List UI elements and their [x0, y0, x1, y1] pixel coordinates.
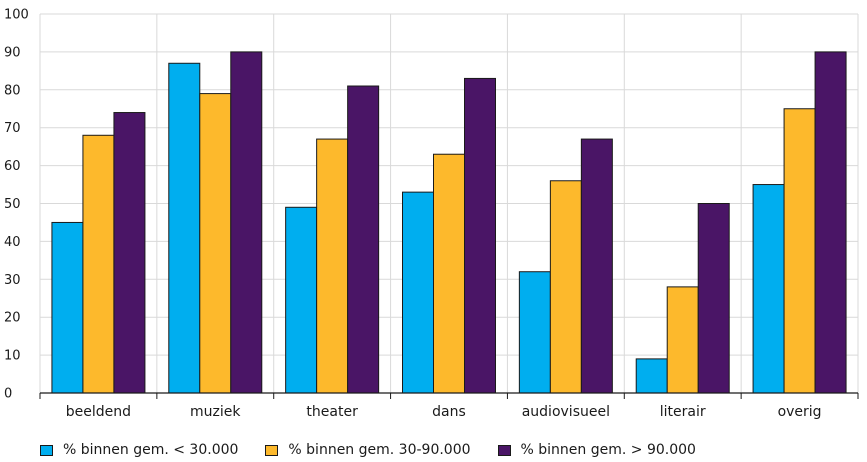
legend: % binnen gem. < 30.000 % binnen gem. 30-…: [40, 440, 723, 460]
category-labels: beeldend muziek theater dans audiovisueel lit…: [66, 404, 822, 420]
bar-literair-series-3: [697, 203, 730, 394]
y-tick-label: 100: [4, 8, 29, 23]
bar-theater-series-2: [316, 138, 349, 394]
x-category-label: overig: [778, 404, 822, 420]
bars: [51, 51, 847, 394]
legend-item-series-3: % binnen gem. > 90.000: [497, 442, 696, 458]
bar-theater-series-1: [285, 206, 318, 394]
x-category-label: audiovisueel: [522, 404, 610, 420]
legend-swatch: [497, 444, 511, 456]
bar-muziek-series-3: [230, 51, 263, 394]
y-tick-label: 0: [4, 387, 12, 402]
legend-item-series-1: % binnen gem. < 30.000: [40, 442, 238, 458]
bar-literair-series-1: [635, 358, 668, 394]
x-axis: [39, 392, 859, 399]
x-category-label: beeldend: [66, 404, 131, 420]
bar-overig-series-1: [752, 184, 785, 394]
bar-dans-series-2: [433, 153, 465, 394]
legend-item-series-2: % binnen gem. 30-90.000: [265, 442, 471, 458]
bar-dans-series-3: [464, 77, 496, 394]
bar-theater-series-3: [347, 85, 380, 394]
bar-dans-series-1: [402, 191, 434, 394]
bar-overig-series-3: [814, 51, 847, 394]
bar-muziek-series-2: [199, 93, 232, 394]
x-category-label: muziek: [190, 404, 241, 420]
y-tick-label: 70: [4, 121, 21, 136]
legend-label: % binnen gem. < 30.000: [63, 442, 239, 458]
y-tick-label: 40: [4, 235, 21, 250]
legend-swatch: [40, 444, 53, 456]
legend-swatch: [265, 444, 279, 456]
y-tick-label: 80: [4, 83, 21, 98]
bar-beeldend-series-2: [82, 134, 115, 394]
bar-muziek-series-1: [168, 62, 201, 394]
y-tick-label: 10: [4, 349, 21, 364]
bar-audiovisueel-series-3: [580, 138, 613, 394]
y-tick-label: 30: [4, 273, 21, 288]
legend-label: % binnen gem. 30-90.000: [288, 442, 471, 458]
y-tick-label: 20: [4, 311, 21, 326]
legend-label: % binnen gem. > 90.000: [520, 442, 696, 458]
x-category-label: dans: [432, 404, 466, 420]
y-axis-ticks: 0 10 20 30 40 50 60 70 80 90 100: [4, 8, 29, 402]
x-category-label: theater: [306, 404, 358, 420]
bar-overig-series-2: [783, 108, 816, 394]
y-tick-label: 60: [4, 159, 21, 174]
bar-audiovisueel-series-1: [518, 271, 551, 394]
y-tick-label: 90: [4, 45, 21, 60]
bar-chart: 0 10 20 30 40 50 60 70 80 90 100 beeldend muziek the…: [4, 8, 859, 420]
y-tick-label: 50: [4, 197, 21, 212]
x-category-label: literair: [660, 404, 706, 420]
bar-literair-series-2: [666, 286, 699, 394]
bar-beeldend-series-1: [51, 221, 84, 394]
bar-beeldend-series-3: [113, 112, 146, 394]
bar-audiovisueel-series-2: [549, 180, 582, 394]
